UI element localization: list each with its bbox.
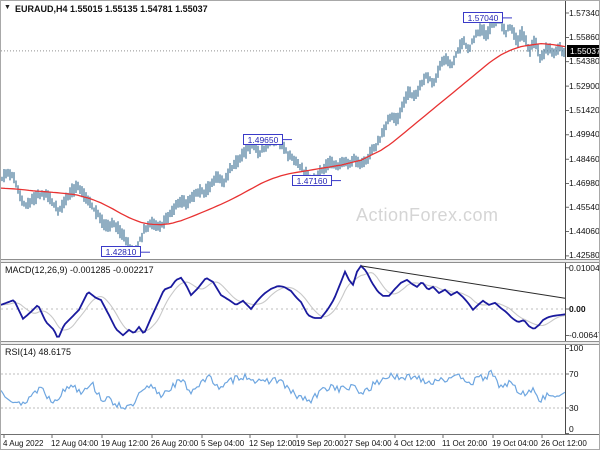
time-axis-label: 26 Oct 12:00 (541, 439, 587, 448)
time-axis-label: 19 Oct 04:00 (492, 439, 538, 448)
price-axis-label: 1.48460 (569, 154, 600, 164)
price-axis-label: 1.52900 (569, 81, 600, 91)
price-axis-label: 1.46980 (569, 178, 600, 188)
price-annotation: 1.47160 (292, 175, 332, 186)
price-axis-label: 1.45540 (569, 202, 600, 212)
price-axis-label: 1.55860 (569, 32, 600, 42)
price-axis-label: 1.54380 (569, 56, 600, 66)
rsi-line (1, 369, 566, 411)
time-axis-label: 19 Aug 12:00 (101, 439, 149, 448)
macd-header[interactable]: MACD(12,26,9) -0.001285 -0.002217 (5, 265, 154, 275)
time-axis-label: 12 Aug 04:00 (51, 439, 99, 448)
macd-signal-line (1, 272, 566, 333)
rsi-axis-label: 100 (569, 343, 584, 353)
time-axis-line (1, 434, 599, 435)
time-axis-label: 26 Aug 20:00 (151, 439, 199, 448)
price-axis-label: 1.51420 (569, 105, 600, 115)
price-axis-label: 1.57340 (569, 8, 600, 18)
time-axis-label: 12 Sep 12:00 (249, 439, 297, 448)
macd-line (1, 264, 566, 338)
ma-line (1, 42, 566, 226)
price-annotation: 1.57040 (463, 12, 503, 23)
time-axis-label: 5 Sep 04:00 (201, 439, 245, 448)
current-price-tag: 1.55037 (567, 45, 599, 57)
time-axis-label: 4 Aug 2022 (3, 439, 44, 448)
macd-trendline (360, 265, 566, 299)
price-annotation: 1.42810 (101, 246, 141, 257)
rsi-header[interactable]: RSI(14) 48.6175 (5, 347, 72, 357)
symbol-ohlc-header: EURAUD,H4 1.55015 1.55135 1.54781 1.5503… (15, 4, 208, 14)
time-axis-label: 11 Oct 20:00 (442, 439, 488, 448)
dropdown-arrow-icon[interactable]: ▼ (4, 4, 11, 11)
macd-axis-label: -0.006476 (569, 330, 599, 340)
rsi-axis-label: 30 (569, 403, 579, 413)
time-axis-label: 27 Sep 04:00 (344, 439, 392, 448)
panel-separator[interactable] (1, 341, 599, 345)
price-axis-label: 1.49940 (569, 129, 600, 139)
time-axis-label: 4 Oct 12:00 (394, 439, 436, 448)
price-axis-label: 1.44060 (569, 226, 600, 236)
watermark: ActionForex.com (356, 205, 499, 225)
price-annotation: 1.49650 (243, 134, 283, 145)
macd-axis-label: 0.00 (569, 304, 586, 314)
time-axis-label: 19 Sep 20:00 (296, 439, 344, 448)
rsi-axis-label: 0 (569, 424, 574, 434)
price-axis-label: 1.42580 (569, 250, 600, 260)
panel-separator[interactable] (1, 259, 599, 263)
macd-axis-label: 0.010047 (569, 263, 600, 273)
rsi-axis-label: 70 (569, 369, 579, 379)
price-axis-line (565, 1, 566, 434)
